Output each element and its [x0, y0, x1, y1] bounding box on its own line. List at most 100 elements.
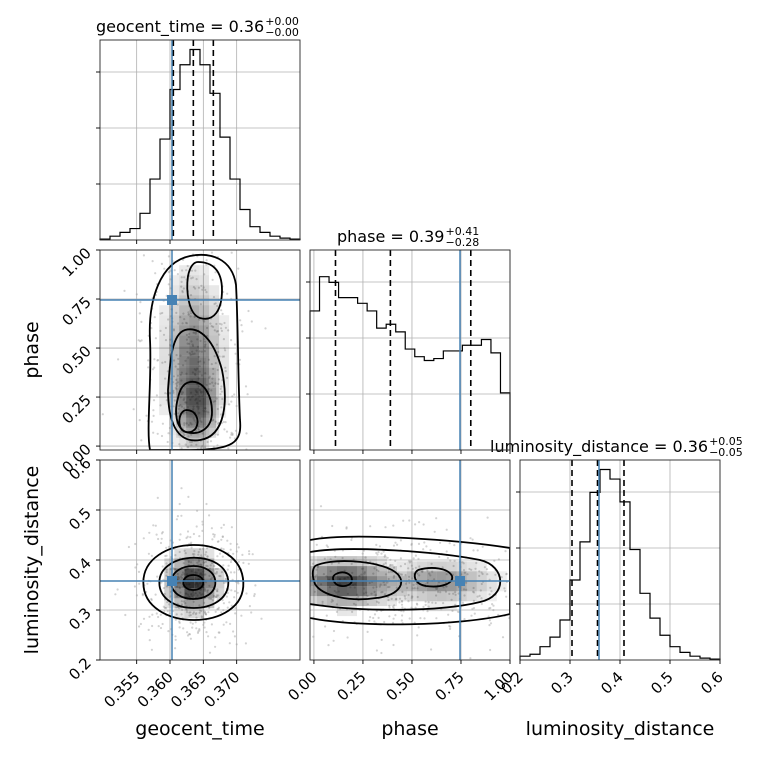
scatter-point	[157, 537, 160, 541]
density-cell	[416, 561, 427, 572]
scatter-point	[345, 527, 348, 530]
scatter-point	[230, 400, 233, 403]
scatter-point	[201, 616, 204, 619]
scatter-point	[224, 581, 227, 584]
scatter-point	[147, 366, 150, 369]
scatter-point	[187, 311, 190, 314]
density-cell	[436, 561, 447, 572]
scatter-point	[237, 582, 240, 585]
scatter-point	[191, 480, 193, 482]
scatter-point	[392, 643, 395, 647]
scatter-point	[195, 612, 198, 615]
scatter-point	[198, 365, 201, 368]
scatter-point	[541, 588, 543, 590]
density-cell	[214, 588, 225, 599]
scatter-point	[199, 360, 202, 363]
scatter-point	[449, 559, 452, 562]
density-cell	[317, 596, 327, 607]
density-cell	[209, 415, 220, 426]
scatter-point	[448, 542, 451, 545]
scatter-point	[213, 535, 216, 538]
scatter-point	[192, 600, 195, 603]
density-cell	[317, 556, 327, 567]
scatter-point	[175, 382, 178, 385]
scatter-point	[387, 598, 390, 602]
scatter-point	[226, 606, 229, 609]
scatter-point	[489, 622, 493, 625]
density-cell	[189, 375, 200, 386]
scatter-point	[217, 378, 220, 381]
scatter-point	[169, 539, 172, 542]
scatter-point	[193, 325, 196, 328]
scatter-point	[177, 415, 180, 418]
scatter-point	[400, 619, 403, 622]
density-cell	[189, 305, 200, 316]
scatter-point	[408, 617, 411, 620]
density-cell	[179, 305, 190, 316]
scatter-point	[407, 600, 410, 603]
density-cell	[327, 566, 337, 577]
scatter-point	[384, 573, 388, 576]
scatter-point	[592, 554, 594, 556]
scatter-point	[463, 571, 466, 574]
scatter-point	[235, 550, 238, 553]
scatter-point	[182, 364, 185, 367]
titles-layer: geocent_time = 0.36 +0.00−0.00 phase = 0.3…	[96, 15, 743, 459]
contour-line	[182, 574, 205, 591]
scatter-point	[137, 339, 140, 342]
scatter-point	[366, 603, 369, 606]
scatter-point	[195, 443, 198, 446]
scatter-point	[332, 629, 336, 633]
scatter-point	[227, 564, 230, 567]
scatter-point	[209, 440, 213, 443]
scatter-point	[216, 444, 219, 447]
scatter-point	[222, 523, 225, 527]
scatter-point	[472, 599, 475, 603]
density-cell	[377, 596, 387, 607]
scatter-point	[192, 612, 195, 615]
scatter-point	[154, 272, 157, 275]
scatter-point	[116, 588, 119, 591]
scatter-point	[529, 561, 531, 563]
scatter-point	[329, 570, 332, 573]
scatter-point	[142, 617, 146, 620]
scatter-point	[392, 607, 395, 610]
scatter-point	[152, 399, 156, 402]
density-cell	[206, 377, 217, 388]
scatter-point	[521, 575, 523, 577]
scatter-point	[141, 594, 144, 597]
scatter-point	[203, 446, 207, 449]
density-cell	[159, 325, 170, 336]
scatter-point	[229, 560, 233, 564]
scatter-point	[557, 609, 559, 611]
scatter-point	[230, 589, 233, 592]
scatter-point	[193, 553, 196, 556]
scatter-point	[514, 569, 516, 571]
scatter-point	[476, 595, 479, 598]
scatter-point	[483, 566, 486, 569]
scatter-point	[435, 517, 438, 520]
scatter-point	[185, 321, 188, 324]
density-cell	[204, 598, 215, 609]
scatter-point	[444, 590, 448, 593]
scatter-point	[221, 312, 224, 315]
density-cell	[204, 558, 215, 569]
scatter-point	[199, 563, 202, 566]
scatter-point	[176, 374, 179, 377]
scatter-point	[181, 289, 184, 293]
scatter-point	[150, 598, 153, 602]
scatter-point	[233, 596, 236, 599]
scatter-point	[264, 327, 267, 330]
density-cell	[317, 566, 327, 577]
density-cell	[209, 405, 220, 416]
panel-frame	[99, 39, 301, 241]
scatter-point	[157, 615, 160, 619]
density-cell	[186, 407, 197, 418]
scatter-point	[154, 337, 157, 340]
y-tick-label: 0.25	[58, 391, 94, 427]
scatter-point	[175, 354, 178, 357]
scatter-point	[180, 392, 183, 396]
scatter-point	[555, 579, 557, 581]
contour-line	[186, 261, 223, 320]
scatter-point	[445, 550, 448, 553]
